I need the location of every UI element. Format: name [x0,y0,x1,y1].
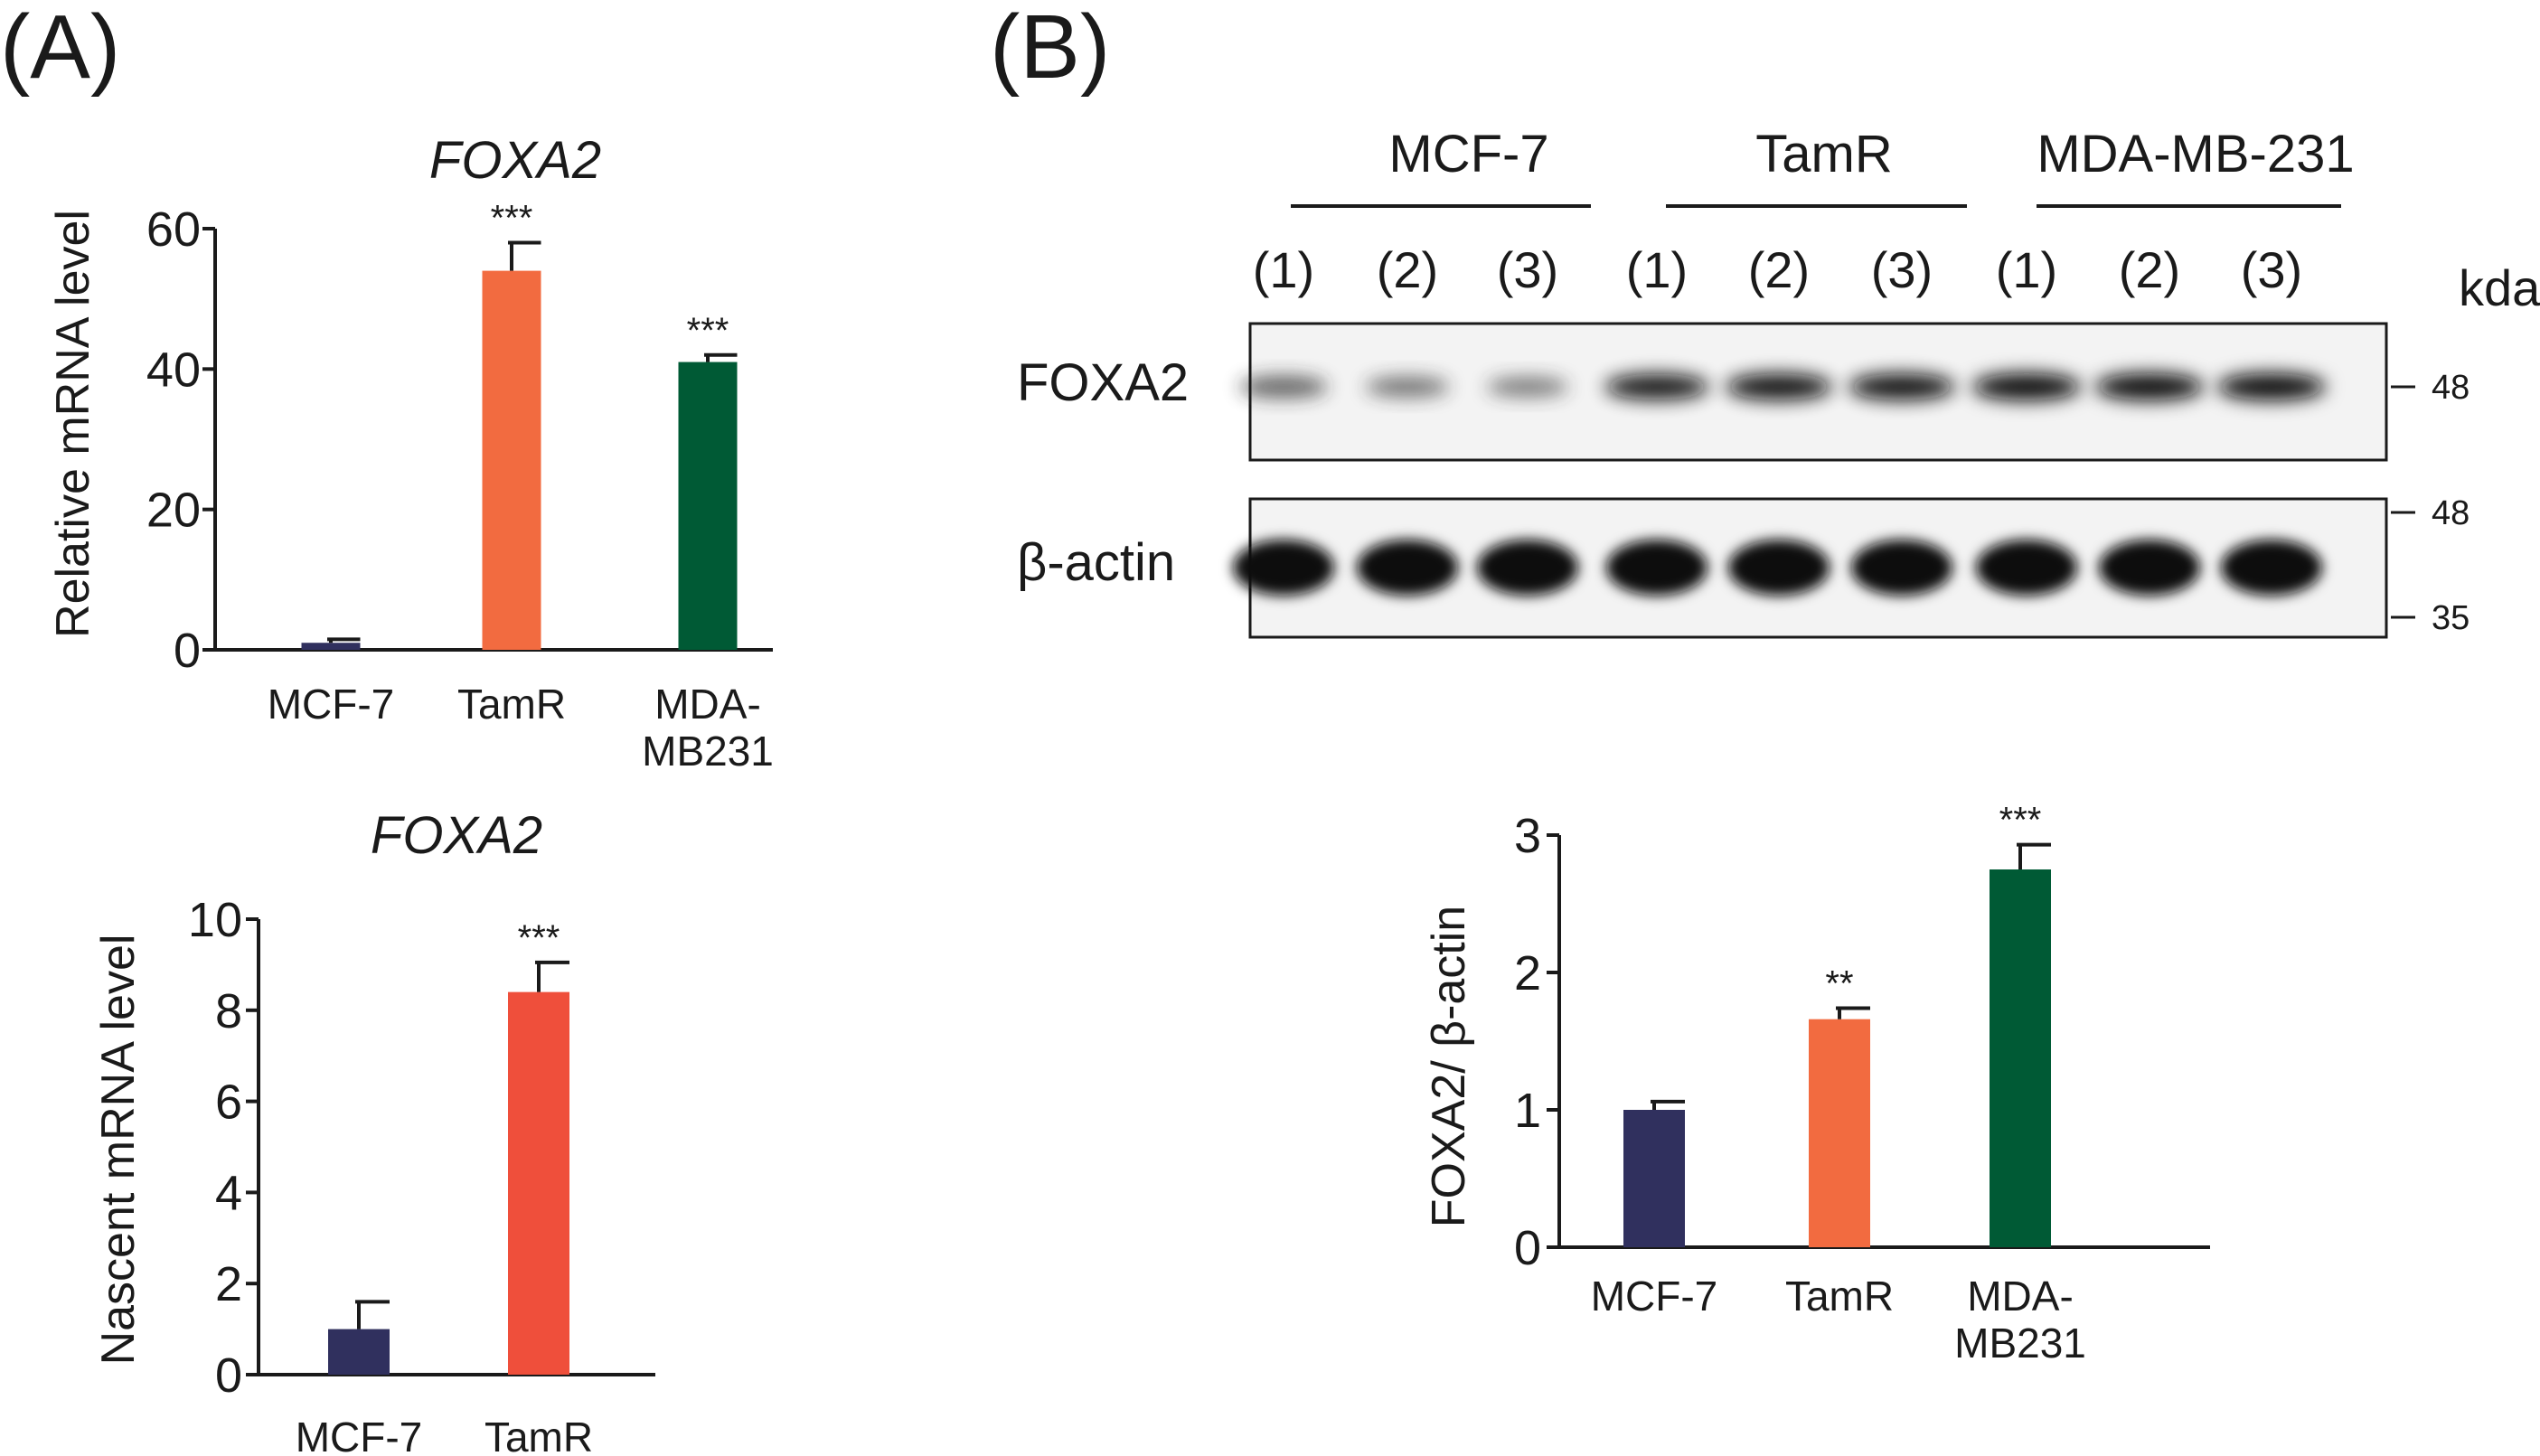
blot-lane-label: (3) [1871,241,1933,298]
bar [328,1329,390,1375]
category-label: MCF-7 [268,681,395,728]
bars: *** *** [301,199,738,650]
blot-band [1851,540,1952,596]
blot-row-label: FOXA2 [1017,353,1189,412]
category-label: MDA- [654,681,761,728]
significance-marker: *** [518,918,560,958]
blot-band [1239,376,1328,398]
y-tick-label: 40 [146,343,201,397]
y-tick-label: 2 [1514,946,1541,1000]
bar [301,643,361,650]
blot-band [1972,373,2081,400]
y-tick-label: 4 [215,1166,242,1220]
y-axis-title: Relative mRNA level [47,210,99,638]
blot-band [2217,373,2326,400]
y-axis-title: Nascent mRNA level [92,935,145,1366]
y-tick-label: 8 [215,984,242,1038]
y-tick-label: 1 [1514,1084,1541,1138]
y-tick-label: 10 [188,893,242,947]
blot-lane-label: (2) [2119,241,2180,298]
significance-marker: ** [1825,964,1853,1004]
y-axis-title: FOXA2/ β-actin [1423,906,1475,1227]
y-axis-ticks: 0 2 4 6 8 10 [188,893,655,1403]
y-tick-label: 3 [1514,809,1541,863]
blot-row: FOXA2 48 [1017,322,2469,462]
significance-marker: *** [687,311,729,351]
category-label: MB231 [1954,1320,2086,1367]
blot-lane-labels: (1) (2) (3) (1) (2) (3) (1) (2) (3) [1253,241,2302,298]
bars: ***** [1623,801,2051,1247]
blot-group-label: MCF-7 [1388,125,1548,183]
blot-band [2095,373,2204,400]
blot-band [1477,540,1578,596]
kda-unit-label: kda [2459,259,2540,316]
blot-group-label: TamR [1755,125,1892,183]
bar [1809,1019,1870,1247]
y-tick-label: 0 [174,624,201,678]
category-label: TamR [457,681,566,728]
blot-band [2221,540,2322,596]
blot-row: β-actin 48 35 [1017,494,2469,639]
blot-band [1606,540,1707,596]
bar [678,362,738,650]
bar [1990,869,2051,1247]
blot-lane-label: (1) [1996,241,2057,298]
panel-a-label: (A) [0,0,120,98]
blot-rows: FOXA2 48 β-actin 48 35 [1017,322,2469,639]
category-label: MDA- [1967,1273,2074,1320]
significance-marker: *** [1999,801,2042,841]
blot-band [1849,373,1955,400]
y-tick-label: 0 [1514,1221,1541,1275]
panel-b-label: (B) [990,0,1110,98]
category-label: MB231 [642,728,774,775]
blot-lane-label: (2) [1377,241,1438,298]
nascent-mrna-chart: FOXA2 Nascent mRNA level 0 2 4 6 8 10 *** MCF… [92,806,655,1456]
blot-lane-label: (3) [1497,241,1558,298]
blot-band [1233,540,1334,596]
blot-band [1365,376,1450,398]
chart-title: FOXA2 [371,806,542,865]
blot-group-labels: MCF-7 TamR MDA-MB-231 [1291,125,2355,208]
y-tick-label: 60 [146,202,201,257]
significance-marker: *** [491,199,533,239]
blot-band [1357,540,1458,596]
category-labels: MCF-7 TamR MDA-MB231 [1591,1273,2086,1367]
category-label: TamR [484,1414,593,1456]
y-tick-label: 2 [215,1257,242,1311]
mw-marker-label: 48 [2432,369,2469,407]
mw-marker-label: 48 [2432,494,2469,532]
blot-group-label: MDA-MB-231 [2037,125,2354,183]
blot-band [1726,373,1832,400]
chart-title: FOXA2 [429,131,601,190]
category-label: MCF-7 [296,1414,423,1456]
y-tick-label: 0 [215,1348,242,1403]
blot-band [1487,377,1568,397]
western-blot: MCF-7 TamR MDA-MB-231 (1) (2) (3) (1) (2) (3) (1… [1017,125,2540,639]
blot-lane-label: (1) [1253,241,1314,298]
bar [508,991,569,1375]
blot-band [1976,540,2077,596]
bar [482,270,541,650]
blot-band [1604,373,1709,400]
blot-lane-label: (2) [1748,241,1810,298]
category-label: TamR [1785,1273,1894,1320]
y-tick-label: 20 [146,484,201,538]
category-label: MCF-7 [1591,1273,1718,1320]
category-labels: MCF-7 TamR MDA-MB231 [268,681,774,775]
blot-band [2099,540,2200,596]
blot-row-label: β-actin [1017,533,1175,592]
bar [1623,1110,1685,1247]
blot-lane-label: (3) [2241,241,2302,298]
category-labels: MCF-7 TamR [296,1414,593,1456]
y-tick-label: 6 [215,1076,242,1130]
blot-band [1728,540,1830,596]
mw-marker-label: 35 [2432,599,2469,637]
bars: *** [328,918,569,1375]
blot-lane-label: (1) [1626,241,1688,298]
